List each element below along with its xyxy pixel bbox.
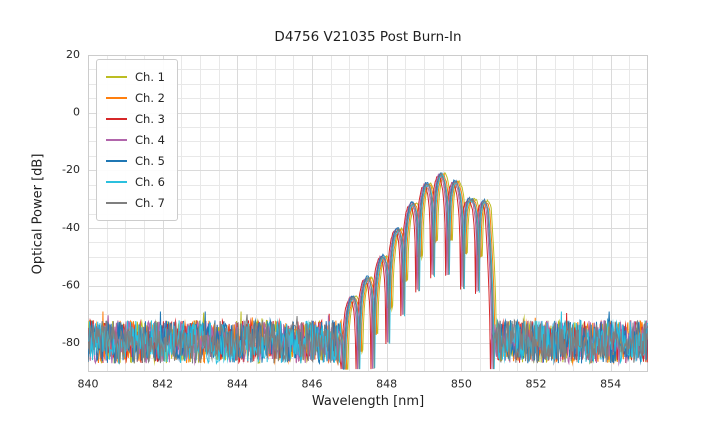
- legend-item-ch-6: Ch. 6: [106, 172, 165, 192]
- legend-item-ch-1: Ch. 1: [106, 67, 165, 87]
- legend-label: Ch. 1: [135, 70, 165, 84]
- legend-label: Ch. 6: [135, 175, 165, 189]
- legend-item-ch-5: Ch. 5: [106, 151, 165, 171]
- legend-item-ch-2: Ch. 2: [106, 88, 165, 108]
- legend-line-swatch: [106, 76, 127, 78]
- legend-line-swatch: [106, 139, 127, 141]
- legend-item-ch-4: Ch. 4: [106, 130, 165, 150]
- legend-label: Ch. 4: [135, 133, 165, 147]
- legend-line-swatch: [106, 160, 127, 162]
- legend-label: Ch. 2: [135, 91, 165, 105]
- legend-label: Ch. 7: [135, 196, 165, 210]
- legend-item-ch-3: Ch. 3: [106, 109, 165, 129]
- legend-line-swatch: [106, 118, 127, 120]
- legend-line-swatch: [106, 202, 127, 204]
- legend-item-ch-7: Ch. 7: [106, 193, 165, 213]
- y-axis-label: Optical Power [dB]: [30, 153, 46, 275]
- chart-title: D4756 V21035 Post Burn-In: [274, 29, 462, 45]
- legend-label: Ch. 5: [135, 154, 165, 168]
- x-axis-label: Wavelength [nm]: [311, 394, 425, 409]
- legend-line-swatch: [106, 181, 127, 183]
- legend-label: Ch. 3: [135, 112, 165, 126]
- legend: Ch. 1 Ch. 2 Ch. 3 Ch. 4 Ch. 5 Ch. 6 Ch. 7: [96, 59, 178, 221]
- legend-line-swatch: [106, 97, 127, 99]
